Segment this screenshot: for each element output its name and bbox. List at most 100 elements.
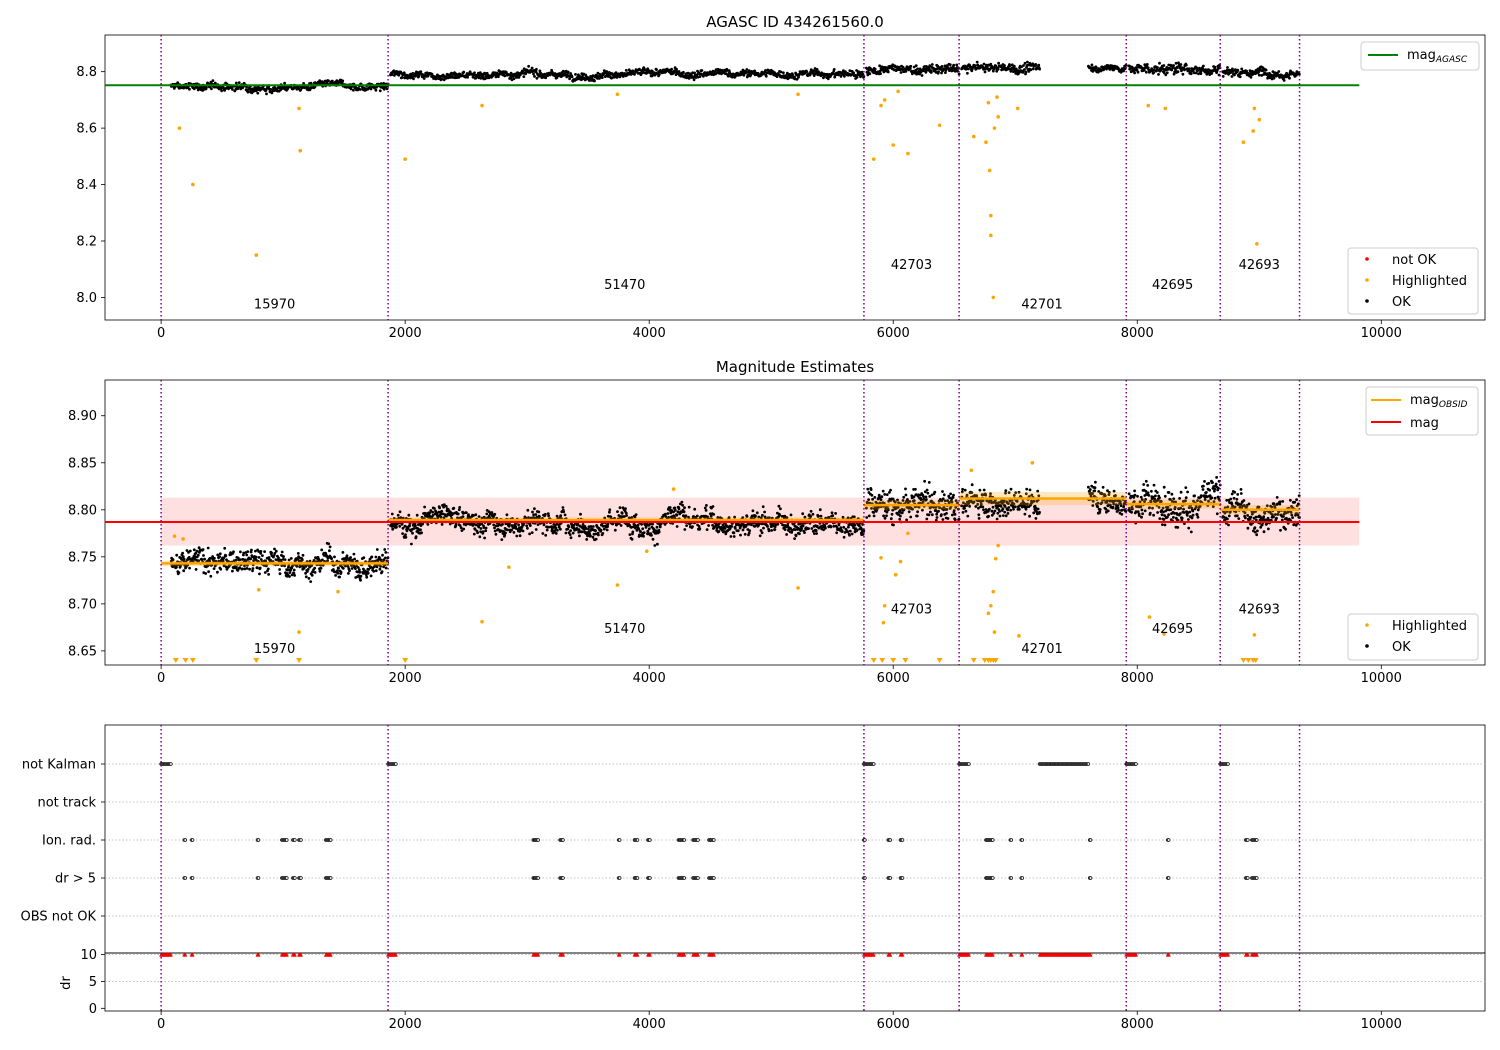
ok-point xyxy=(1182,507,1185,511)
ok-point xyxy=(1185,513,1189,517)
ok-point xyxy=(692,515,695,518)
ok-point xyxy=(1177,61,1180,65)
ok-point xyxy=(739,533,742,537)
ok-point xyxy=(1035,510,1038,513)
ok-point xyxy=(428,511,432,515)
ok-point xyxy=(336,569,339,573)
ok-point xyxy=(709,514,713,518)
ok-point xyxy=(313,566,317,570)
ok-point xyxy=(464,511,468,514)
ok-point xyxy=(1107,491,1111,494)
ok-point xyxy=(1003,64,1006,67)
ok-point xyxy=(179,564,182,568)
ok-point xyxy=(899,514,902,518)
ok-point xyxy=(682,510,686,514)
ok-point xyxy=(994,501,998,505)
ok-point xyxy=(1213,65,1217,69)
ok-point xyxy=(865,506,868,510)
ok-point xyxy=(905,518,908,522)
ok-point xyxy=(347,572,350,575)
ok-point xyxy=(1159,500,1163,503)
ok-point xyxy=(221,560,225,563)
ok-point xyxy=(456,512,460,516)
ok-point xyxy=(636,523,640,527)
ok-point xyxy=(857,70,860,74)
ok-point xyxy=(995,517,999,521)
ok-point xyxy=(477,515,481,518)
ok-point xyxy=(669,511,673,515)
ok-point xyxy=(569,72,572,75)
ok-point xyxy=(1117,508,1120,512)
ok-point xyxy=(366,571,370,575)
ok-point xyxy=(1021,71,1025,74)
ok-point xyxy=(869,488,873,491)
ok-point xyxy=(442,505,445,509)
ok-point xyxy=(420,531,423,535)
ok-point xyxy=(1133,71,1136,75)
ok-point xyxy=(206,564,210,568)
ok-point xyxy=(1119,504,1123,507)
ok-point xyxy=(1091,492,1094,495)
x-tick-label: 6000 xyxy=(877,326,910,341)
ok-point xyxy=(417,74,421,78)
ok-point xyxy=(880,495,884,499)
ok-point xyxy=(745,68,749,71)
ok-point xyxy=(1176,526,1180,529)
ok-point xyxy=(1181,72,1185,76)
ok-point xyxy=(1107,493,1111,496)
ok-point xyxy=(923,490,927,494)
ok-point xyxy=(687,505,691,509)
ok-point xyxy=(853,523,857,527)
ok-point xyxy=(889,517,893,521)
ok-point xyxy=(534,528,538,531)
ok-point xyxy=(1211,481,1214,484)
ok-point xyxy=(620,511,624,515)
ok-point xyxy=(267,556,271,559)
ok-point xyxy=(658,73,661,76)
ok-point xyxy=(1213,487,1217,491)
ok-point xyxy=(623,515,626,518)
ok-point xyxy=(559,514,563,518)
ok-point xyxy=(633,523,637,527)
ok-point xyxy=(682,70,685,74)
ok-point xyxy=(218,555,222,559)
ok-point xyxy=(1146,491,1150,495)
ok-point xyxy=(1251,69,1254,73)
ok-point xyxy=(879,498,883,502)
ok-point xyxy=(457,508,461,512)
ok-point xyxy=(278,568,281,571)
ok-point xyxy=(962,501,965,505)
ok-point xyxy=(1088,488,1092,491)
highlighted-point xyxy=(995,95,999,99)
ok-point xyxy=(541,532,545,535)
ok-point xyxy=(1106,509,1110,513)
ok-point xyxy=(1162,510,1165,514)
ok-point xyxy=(1037,494,1041,498)
ok-point xyxy=(695,73,699,77)
ok-point xyxy=(1191,513,1195,517)
ok-point xyxy=(544,512,547,516)
chart-title-agasc: AGASC ID 434261560.0 xyxy=(706,13,884,31)
ok-point xyxy=(569,536,573,540)
ok-point xyxy=(1212,500,1216,504)
ok-point xyxy=(914,487,917,491)
highlighted-point xyxy=(1241,140,1246,145)
ok-point xyxy=(1196,515,1200,519)
ok-point xyxy=(988,507,991,511)
ok-point xyxy=(518,534,522,538)
highlighted-point xyxy=(996,115,1000,119)
ok-point xyxy=(938,506,941,510)
ok-point xyxy=(1151,506,1154,510)
highlighted-point xyxy=(191,182,195,187)
ok-point xyxy=(1184,496,1188,500)
ok-point xyxy=(924,495,928,499)
ok-point xyxy=(987,514,990,518)
ok-point xyxy=(283,558,287,561)
ok-point xyxy=(677,507,681,511)
ok-point xyxy=(881,489,885,493)
ok-point xyxy=(970,491,974,494)
ok-point xyxy=(865,516,869,519)
ok-point xyxy=(977,517,981,520)
ok-point xyxy=(1017,490,1021,494)
ok-point xyxy=(801,524,805,528)
